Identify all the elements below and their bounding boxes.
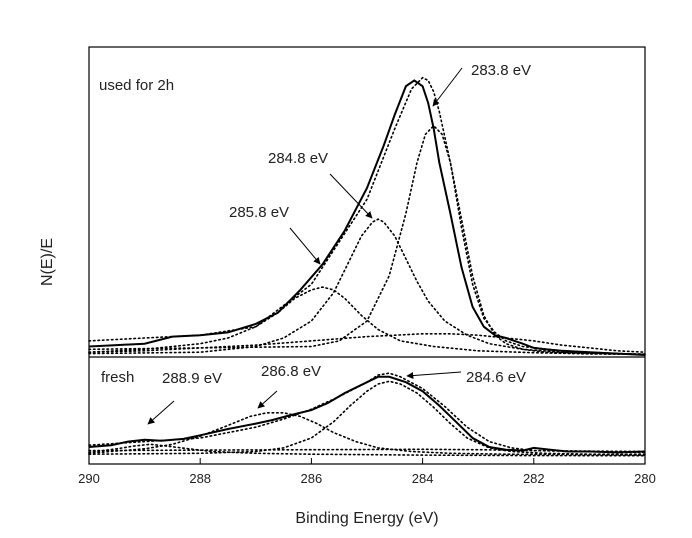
panel-fresh-series <box>88 372 646 457</box>
used-series-285-8-ev <box>88 286 646 356</box>
annotation-arrow-286-8 <box>257 390 278 409</box>
x-tick-label: 282 <box>523 471 545 486</box>
fresh-series-solid-0 <box>88 375 646 454</box>
annotation-arrow-283-8 <box>432 67 463 107</box>
panel-label-fresh: fresh <box>101 369 134 386</box>
annotation-283-8: 283.8 eV <box>471 62 531 79</box>
annotation-285-8: 285.8 eV <box>229 204 289 221</box>
x-tick-label: 284 <box>412 471 434 486</box>
annotation-284-6: 284.6 eV <box>466 369 526 386</box>
annotation-arrow-284-6 <box>406 371 462 380</box>
used-series-dotted-5 <box>88 333 646 353</box>
annotation-286-8: 286.8 eV <box>261 363 321 380</box>
x-axis-ticks: 290 288 286 284 282 280 <box>78 458 656 486</box>
plot-frame <box>88 46 646 465</box>
annotation-arrow-288-9 <box>147 400 175 425</box>
annotation-arrow-284-8 <box>329 173 373 219</box>
y-axis-title: N(E)/E <box>39 238 56 286</box>
used-series-284-8-ev <box>88 218 646 355</box>
used-series-dotted-1 <box>88 76 646 355</box>
x-tick-label: 280 <box>634 471 656 486</box>
used-series-283-8-ev <box>88 124 646 356</box>
panel-used-series <box>88 76 646 356</box>
x-tick-label: 288 <box>189 471 211 486</box>
fresh-series-dotted-5 <box>88 448 646 453</box>
x-tick-label: 290 <box>78 471 100 486</box>
annotation-284-8: 284.8 eV <box>268 150 328 167</box>
x-tick-label: 286 <box>301 471 323 486</box>
annotation-arrow-285-8 <box>289 227 321 265</box>
annotation-288-9: 288.9 eV <box>162 370 222 387</box>
panel-label-used: used for 2h <box>99 77 174 94</box>
fresh-series-286-8-ev <box>88 412 646 456</box>
x-axis-title: Binding Energy (eV) <box>295 510 438 527</box>
fresh-series-284-6-ev <box>88 380 646 455</box>
fresh-series-288-9-ev <box>88 443 646 457</box>
used-series-solid-0 <box>88 79 646 356</box>
fresh-series-dotted-1 <box>88 372 646 454</box>
